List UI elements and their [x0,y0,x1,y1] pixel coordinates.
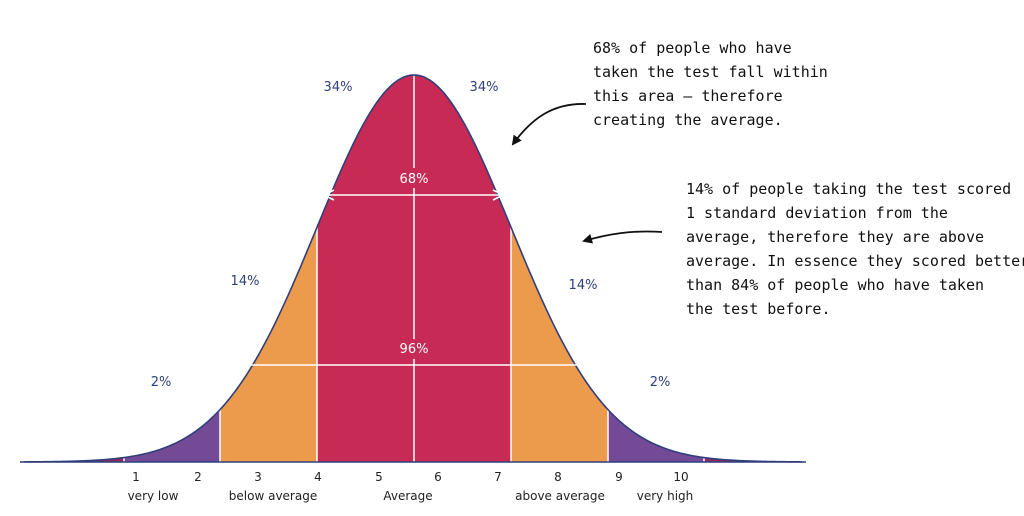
annotation-arrow-right [582,230,663,244]
tick-label: 10 [673,470,688,484]
annotation-note-14: 14% of people taking the test scored 1 s… [686,177,1024,321]
tick-label: 1 [132,470,140,484]
tick-label: 8 [554,470,562,484]
tick-label: 7 [494,470,502,484]
tick-label: 2 [194,470,202,484]
note-line: than 84% of people who have taken [686,276,985,294]
label-68-backdrop [396,168,432,188]
label-96-backdrop [396,339,432,359]
note-line: 68% of people who have [593,39,792,57]
note-line: creating the average. [593,111,783,129]
label-96-percent: 96% [400,342,429,357]
tick-label: 6 [434,470,442,484]
label-2-left: 2% [151,375,172,390]
category-very-high: very high [637,489,694,503]
note-line: 1 standard deviation from the [686,204,948,222]
note-line: average, therefore they are above [686,228,985,246]
region-far-left-tail [24,75,124,462]
bell-curve-outline [23,74,803,463]
label-14-right: 14% [569,278,598,293]
label-34-right: 34% [470,80,499,95]
tick-label: 4 [314,470,322,484]
label-2-right: 2% [650,375,671,390]
tick-label: 5 [375,470,383,484]
label-14-left: 14% [231,274,260,289]
note-line: this area – therefore [593,87,783,105]
category-very-low: very low [128,489,179,503]
label-68-percent: 68% [400,172,429,187]
tick-label: 3 [254,470,262,484]
category-average: Average [383,489,432,503]
note-line: average. In essence they scored better [686,252,1024,270]
label-34-left: 34% [324,80,353,95]
category-above-average: above average [515,489,605,503]
annotation-note-68: 68% of people who have taken the test fa… [593,36,828,132]
note-line: 14% of people taking the test scored [686,180,1012,198]
tick-label: 9 [615,470,623,484]
note-line: the test before. [686,300,831,318]
annotation-arrow-top [511,103,587,146]
note-line: taken the test fall within [593,63,828,81]
region-very-low [124,75,220,462]
category-below-average: below average [229,489,317,503]
